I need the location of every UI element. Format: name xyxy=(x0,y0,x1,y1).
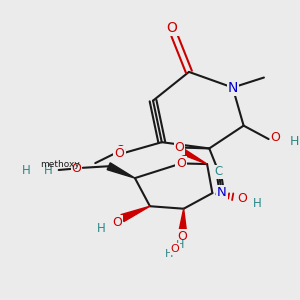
Text: H: H xyxy=(22,164,31,177)
Text: H: H xyxy=(253,196,262,210)
Text: O: O xyxy=(170,244,179,254)
Text: O: O xyxy=(115,144,125,158)
Polygon shape xyxy=(107,163,135,178)
Polygon shape xyxy=(179,209,187,231)
Text: O: O xyxy=(167,21,178,35)
Text: O: O xyxy=(112,216,122,229)
Text: H: H xyxy=(97,222,106,235)
Text: H: H xyxy=(176,240,185,250)
Text: O: O xyxy=(72,162,82,175)
Text: O: O xyxy=(271,131,281,144)
Text: N: N xyxy=(227,80,238,94)
Polygon shape xyxy=(175,145,207,164)
Text: H: H xyxy=(164,249,173,259)
Text: methoxy: methoxy xyxy=(40,160,80,169)
Text: H: H xyxy=(44,164,52,177)
Text: O: O xyxy=(176,157,186,170)
Text: O: O xyxy=(114,147,124,160)
Text: H: H xyxy=(290,135,299,148)
Text: O: O xyxy=(177,230,187,243)
Polygon shape xyxy=(121,206,150,221)
Text: O: O xyxy=(237,192,247,205)
Text: O: O xyxy=(175,141,184,154)
Text: N: N xyxy=(217,186,226,199)
Text: C: C xyxy=(214,165,223,178)
